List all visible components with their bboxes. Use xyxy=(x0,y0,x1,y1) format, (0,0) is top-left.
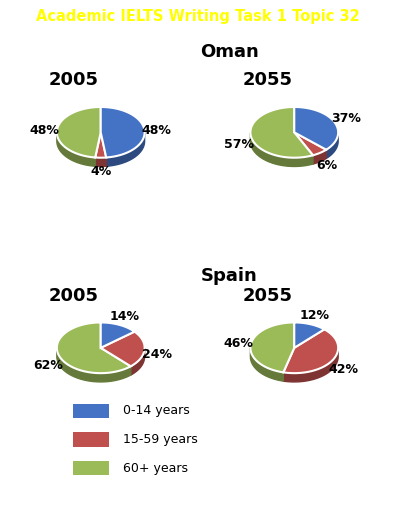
Text: 46%: 46% xyxy=(224,337,254,350)
Text: Oman: Oman xyxy=(200,43,258,61)
Polygon shape xyxy=(101,331,145,366)
Text: the ages of the populations of Oman
and Spain in 2005 a ndprojections for 2055: the ages of the populations of Oman and … xyxy=(36,490,359,521)
FancyBboxPatch shape xyxy=(73,461,109,476)
Text: 24%: 24% xyxy=(142,348,172,361)
Polygon shape xyxy=(95,132,106,157)
Text: 2005: 2005 xyxy=(49,71,99,89)
Text: 37%: 37% xyxy=(331,112,361,125)
Text: 2055: 2055 xyxy=(243,71,292,89)
Text: 57%: 57% xyxy=(224,138,254,151)
Polygon shape xyxy=(294,322,324,348)
Polygon shape xyxy=(250,348,283,381)
Text: 60+ years: 60+ years xyxy=(123,462,188,475)
Polygon shape xyxy=(326,133,338,159)
Polygon shape xyxy=(313,149,326,164)
Text: 48%: 48% xyxy=(30,123,60,137)
Text: Academic IELTS Writing Task 1 Topic 32: Academic IELTS Writing Task 1 Topic 32 xyxy=(36,9,359,24)
Text: 2005: 2005 xyxy=(49,287,99,305)
Polygon shape xyxy=(294,132,326,155)
Polygon shape xyxy=(250,107,313,157)
Text: 14%: 14% xyxy=(110,310,140,322)
Polygon shape xyxy=(101,322,135,348)
Polygon shape xyxy=(250,322,294,372)
Text: 42%: 42% xyxy=(329,362,359,376)
Polygon shape xyxy=(57,322,131,373)
FancyBboxPatch shape xyxy=(73,403,109,418)
Text: 15-59 years: 15-59 years xyxy=(123,433,198,446)
Text: 6%: 6% xyxy=(317,159,338,171)
FancyBboxPatch shape xyxy=(73,432,109,447)
Polygon shape xyxy=(57,107,101,157)
Polygon shape xyxy=(131,348,145,375)
Text: 48%: 48% xyxy=(142,123,172,137)
Text: 2055: 2055 xyxy=(243,287,292,305)
Polygon shape xyxy=(106,132,145,167)
Polygon shape xyxy=(95,157,106,167)
Text: 62%: 62% xyxy=(34,359,64,371)
Text: 0-14 years: 0-14 years xyxy=(123,404,190,417)
Polygon shape xyxy=(101,107,145,157)
Polygon shape xyxy=(283,329,338,373)
Polygon shape xyxy=(294,107,338,149)
Polygon shape xyxy=(283,348,338,382)
Polygon shape xyxy=(250,133,313,167)
Polygon shape xyxy=(57,132,95,167)
Text: 4%: 4% xyxy=(90,165,111,178)
Polygon shape xyxy=(57,348,131,382)
Text: Spain: Spain xyxy=(201,267,258,285)
Text: 12%: 12% xyxy=(300,309,330,322)
